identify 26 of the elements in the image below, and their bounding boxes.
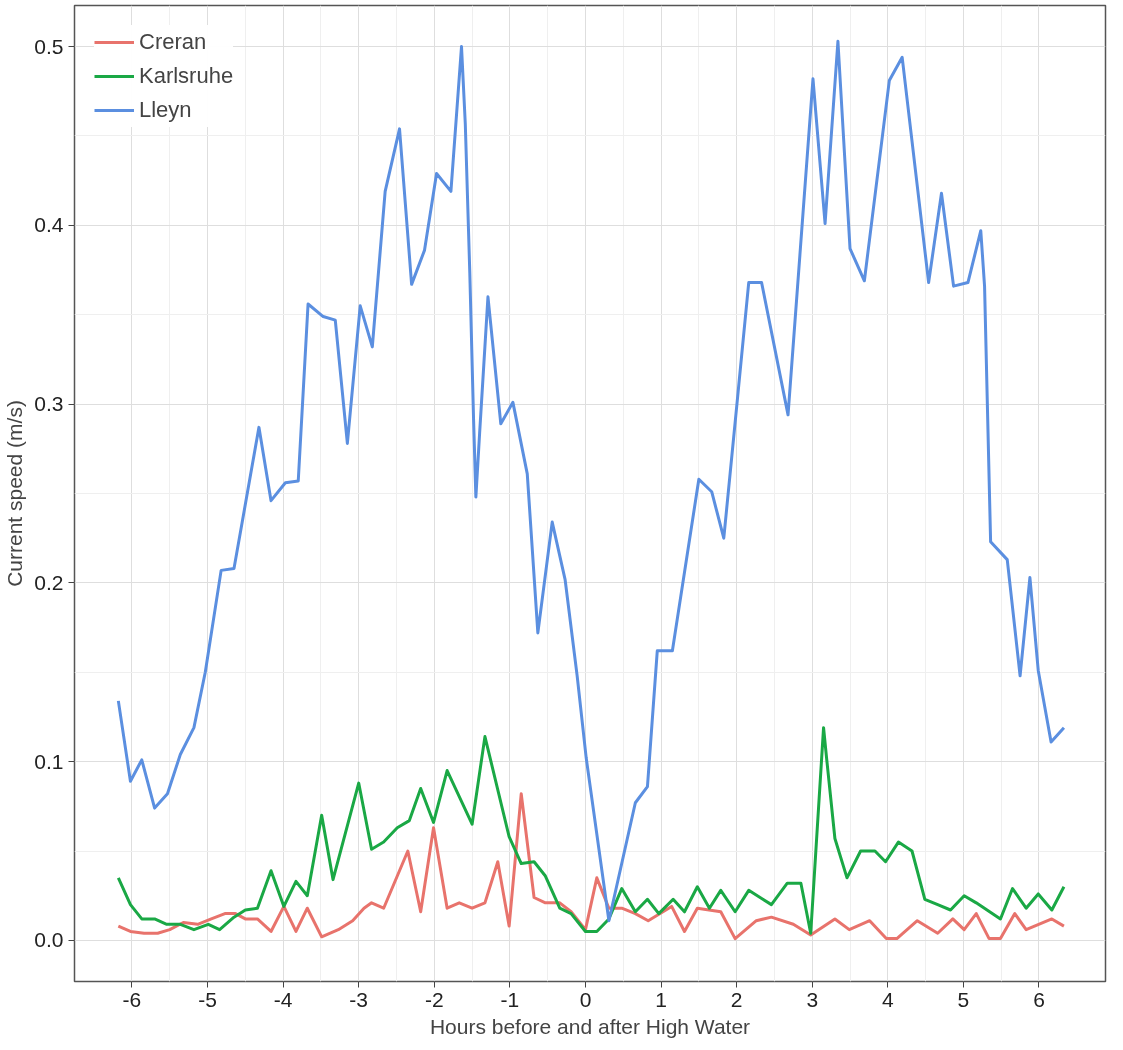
y-tick-label: 0.4 — [34, 213, 64, 237]
x-tick-label: -3 — [349, 987, 369, 1011]
x-tick-label: 2 — [730, 987, 743, 1011]
x-tick-label: 4 — [881, 987, 894, 1011]
x-tick-label: 6 — [1033, 987, 1045, 1011]
x-axis-title: Hours before and after High Water — [429, 1014, 751, 1038]
y-axis-title: Current speed (m/s) — [3, 400, 27, 587]
x-tick-label: 0 — [579, 987, 592, 1011]
y-tick-label: 0.5 — [34, 34, 64, 58]
legend-label: Lleyn — [139, 96, 192, 124]
x-tick-label: -4 — [273, 987, 293, 1011]
line-series — [116, 726, 1066, 935]
y-tick-label: 0.0 — [34, 928, 64, 952]
x-tick-label: -1 — [500, 987, 520, 1011]
y-tick-label: 0.3 — [34, 392, 64, 416]
line-series — [116, 792, 1066, 941]
legend-label: Karlsruhe — [139, 62, 234, 90]
legend-label: Creran — [139, 28, 207, 56]
x-tick-label: -2 — [424, 987, 444, 1011]
y-tick-label: 0.1 — [34, 749, 64, 773]
x-tick-label: 5 — [957, 987, 970, 1011]
x-tick-label: 1 — [655, 987, 667, 1011]
x-tick-label: 3 — [806, 987, 819, 1011]
x-tick-label: -6 — [122, 987, 142, 1011]
x-tick-label: -5 — [198, 987, 217, 1011]
y-tick-label: 0.2 — [34, 570, 64, 594]
